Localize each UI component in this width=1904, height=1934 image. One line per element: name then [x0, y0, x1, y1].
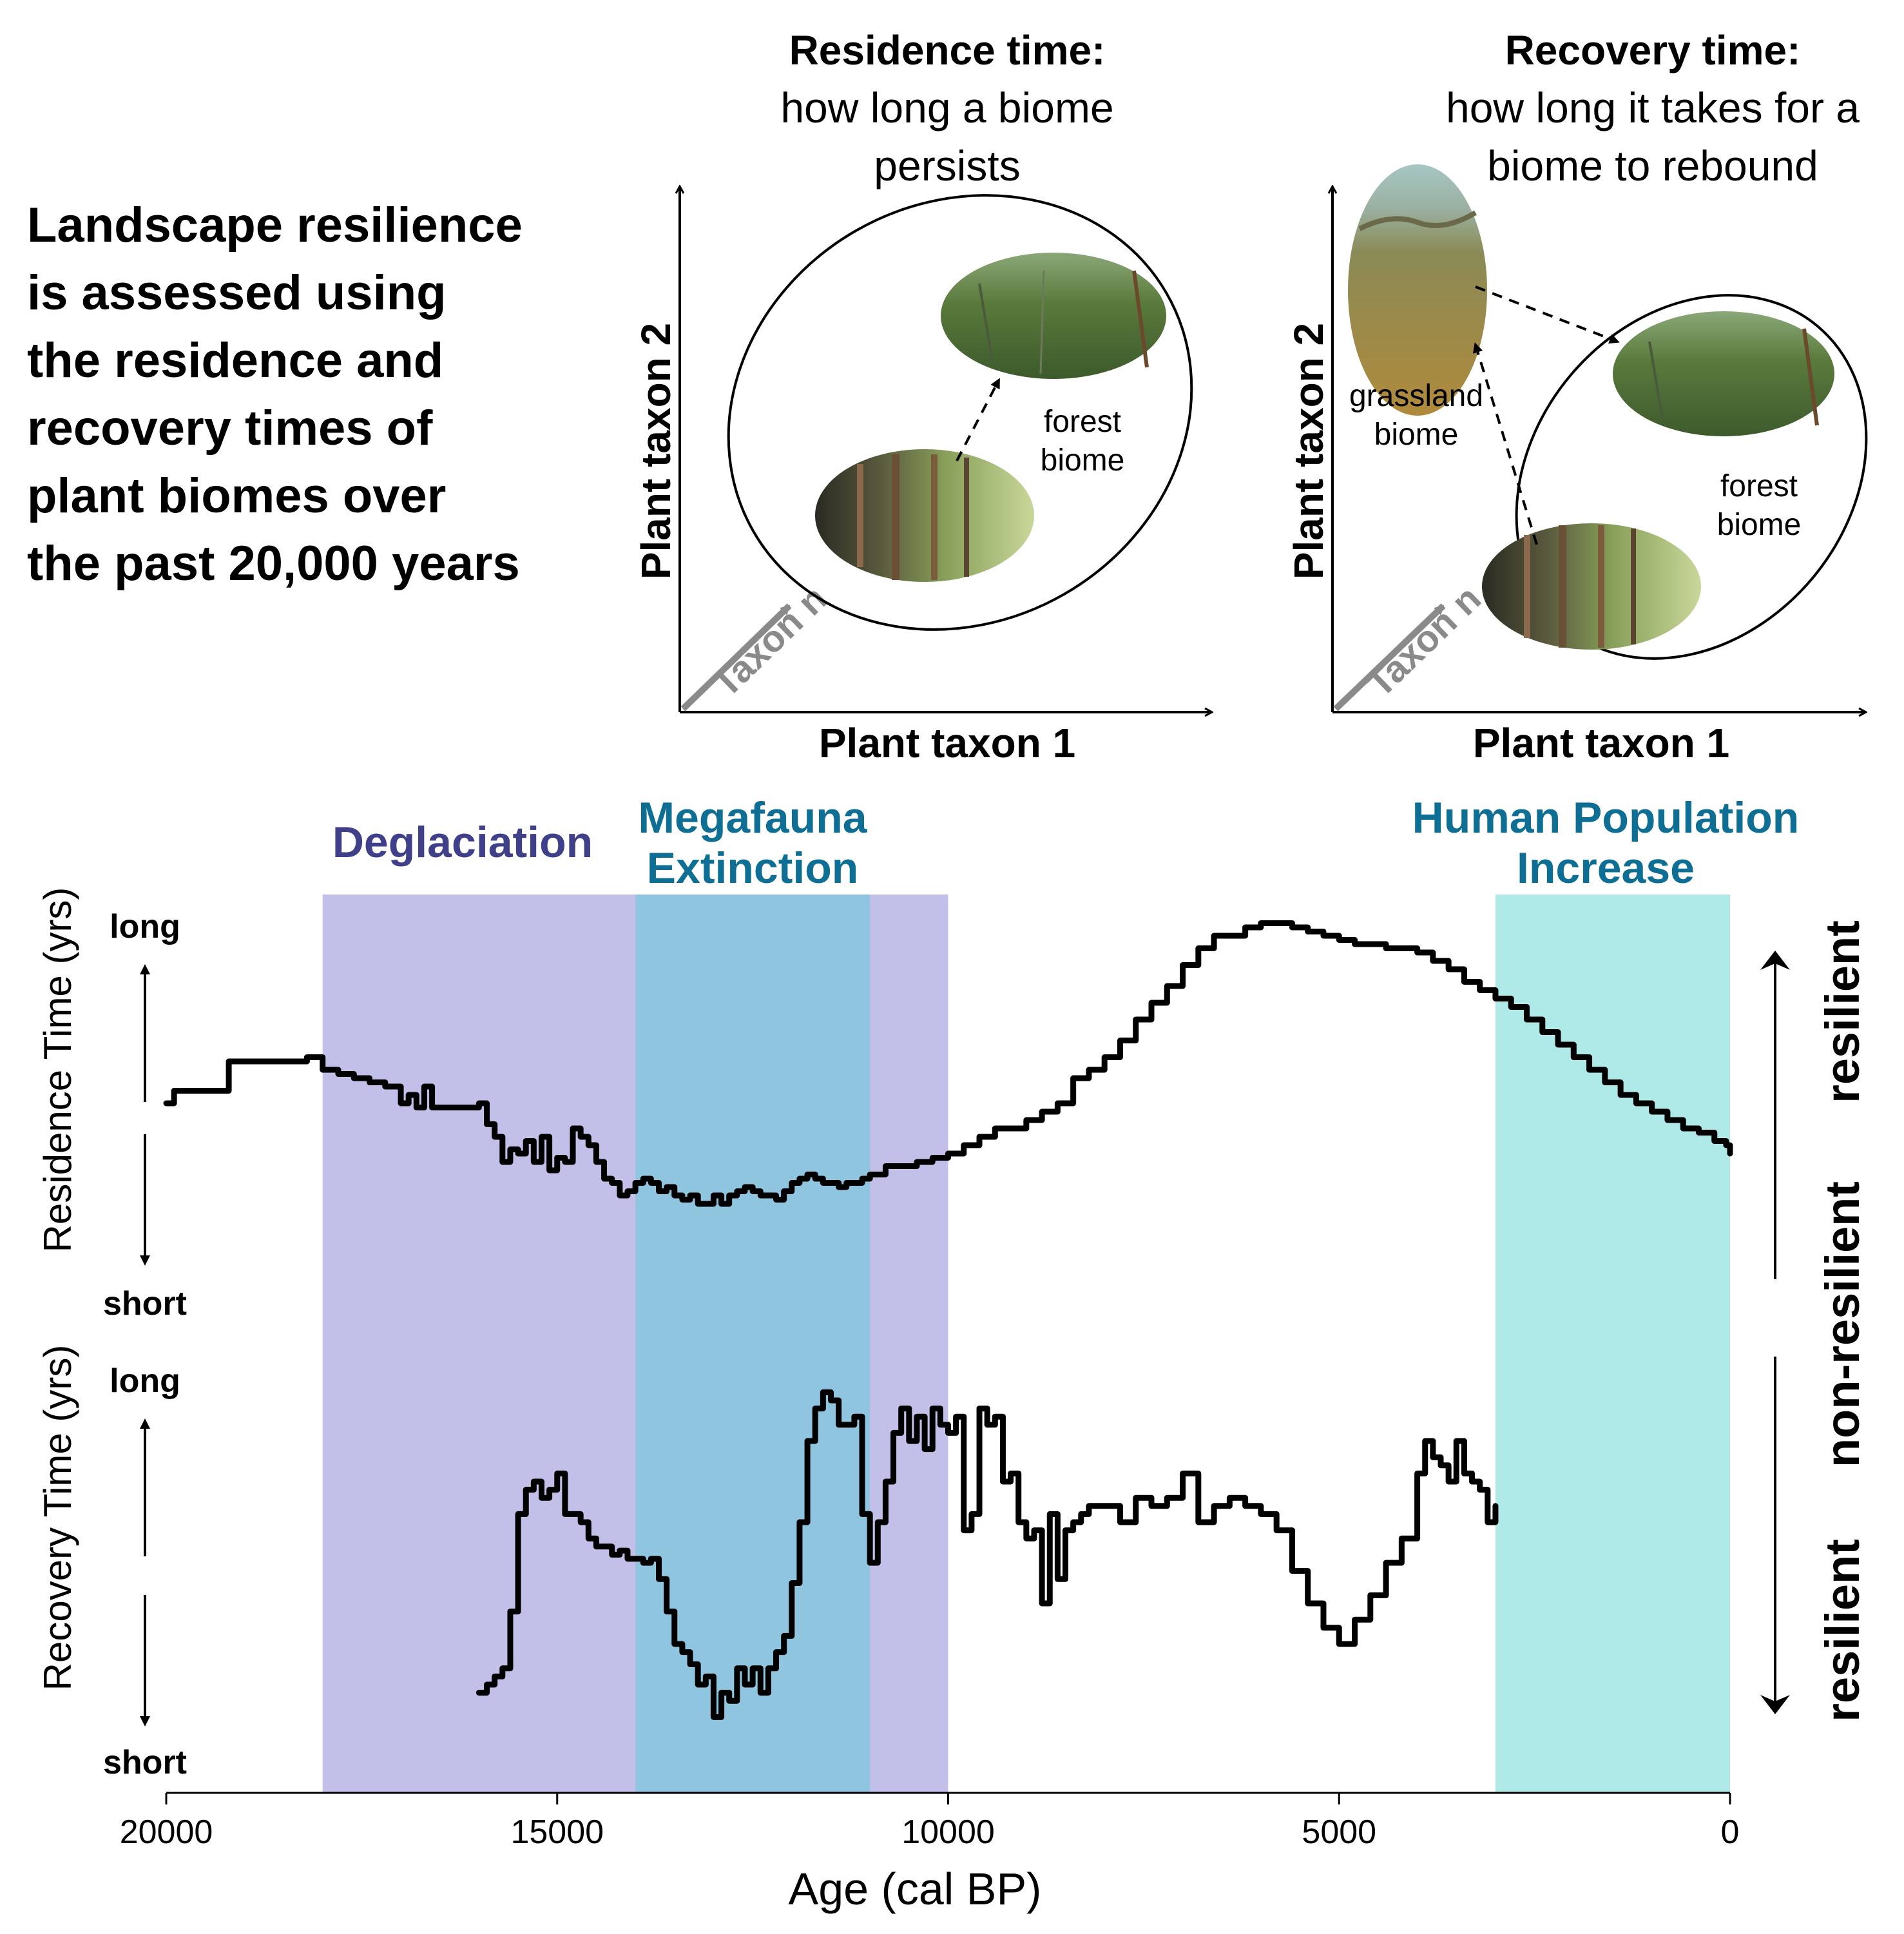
resilient-label-bottom: resilient — [1816, 1539, 1869, 1722]
x-tick-label: 15000 — [510, 1813, 604, 1851]
x-tick-label: 10000 — [901, 1813, 995, 1851]
biome-label: forest — [1720, 469, 1798, 503]
human-population-label: Increase — [1517, 844, 1695, 893]
recovery-subtitle: biome to rebound — [1487, 142, 1818, 189]
residence-subtitle: persists — [874, 142, 1020, 189]
transition-arrow — [956, 378, 1000, 461]
residence-panel: Residence time: how long a biome persist… — [633, 27, 1271, 766]
grassland-label: biome — [1374, 418, 1459, 452]
transition-arrow — [1472, 342, 1538, 545]
intro-line: recovery times of — [27, 401, 433, 456]
non-resilient-label: non-resilient — [1816, 1181, 1869, 1467]
lower-short-label: short — [103, 1744, 187, 1781]
megafauna-label: Megafauna — [638, 793, 867, 842]
z-axis — [1333, 603, 1446, 711]
upper-short-label: short — [103, 1285, 187, 1322]
x-axis-label: Plant taxon 1 — [819, 720, 1075, 766]
residence-axis-title: Residence Time (yrs) — [36, 887, 79, 1253]
intro-text: Landscape resilience is assessed using t… — [27, 198, 523, 591]
biome-boundary — [727, 194, 1193, 631]
residence-subtitle: how long a biome — [780, 84, 1113, 131]
recovery-time-line — [476, 1389, 1499, 1720]
intro-line: is assessed using — [27, 266, 447, 320]
deglaciation-label: Deglaciation — [332, 818, 593, 867]
grassland-photo-icon — [1348, 164, 1487, 416]
y-axis-label: Plant taxon 2 — [633, 323, 679, 579]
y-axis-label: Plant taxon 2 — [1285, 323, 1332, 579]
recovery-axis-title: Recovery Time (yrs) — [36, 1345, 79, 1691]
forest-photo-icon — [941, 253, 1166, 379]
x-tick-label: 5000 — [1302, 1813, 1376, 1851]
intro-line: the past 20,000 years — [27, 536, 520, 591]
residence-title: Residence time: — [789, 27, 1106, 73]
x-axis-title: Age (cal BP) — [789, 1864, 1042, 1914]
intro-line: the residence and — [27, 333, 443, 388]
z-axis-label: Taxon n — [1359, 577, 1489, 705]
human-population-label: Human Population — [1412, 793, 1800, 842]
intro-line: plant biomes over — [27, 469, 446, 523]
intro-line: Landscape resilience — [27, 198, 523, 253]
recovery-title: Recovery time: — [1505, 27, 1801, 73]
lower-long-label: long — [110, 1362, 180, 1400]
recovery-subtitle: how long it takes for a — [1446, 84, 1860, 131]
biome-label: biome — [1717, 508, 1802, 542]
x-axis-label: Plant taxon 1 — [1473, 720, 1729, 766]
period-bands — [322, 894, 1730, 1793]
z-axis — [680, 603, 792, 711]
megafauna-label: Extinction — [647, 844, 859, 893]
recovery-panel: Recovery time: how long it takes for a b… — [1285, 27, 1868, 766]
biome-label: forest — [1044, 405, 1121, 439]
grassland-label: grassland — [1349, 379, 1483, 413]
band-human-population — [1495, 894, 1730, 1793]
x-ticks: 20000 15000 10000 5000 0 — [120, 1793, 1740, 1851]
band-megafauna-extinction — [635, 894, 870, 1793]
redwood-photo-icon — [1482, 523, 1701, 650]
forest-photo-icon — [1613, 311, 1834, 436]
x-tick-label: 20000 — [120, 1813, 213, 1851]
biome-label: biome — [1041, 443, 1125, 478]
x-tick-label: 0 — [1721, 1813, 1740, 1851]
redwood-photo-icon — [815, 449, 1034, 582]
resilient-label-top: resilient — [1816, 920, 1869, 1103]
residence-time-line — [163, 920, 1733, 1207]
transition-arrow — [1475, 285, 1620, 344]
series-lines — [163, 920, 1733, 1720]
upper-long-label: long — [110, 908, 180, 945]
